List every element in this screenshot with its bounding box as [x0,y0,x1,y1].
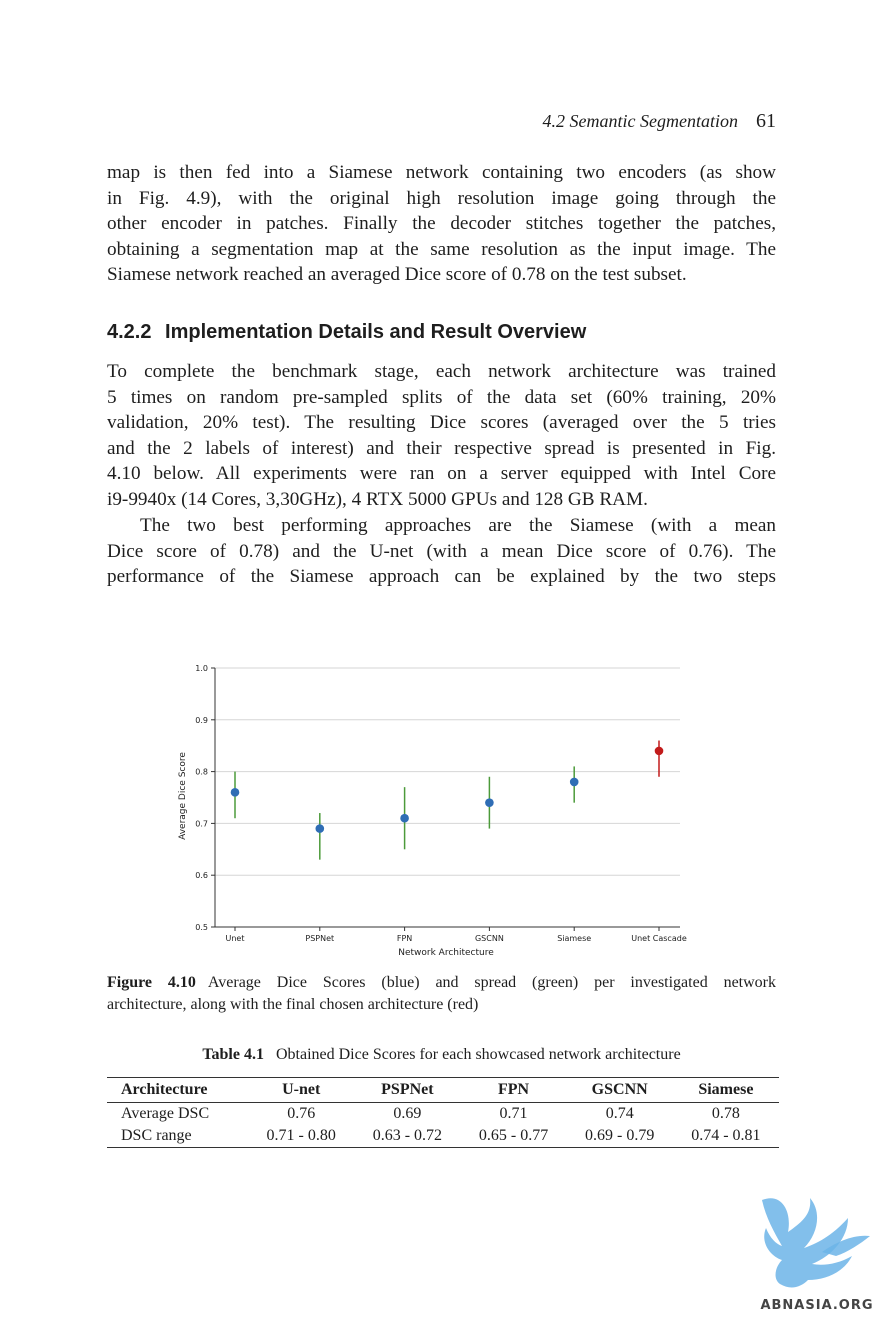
figure-caption-line: architecture, along with the final chose… [107,996,479,1013]
x-tick-label: Unet Cascade [631,934,687,943]
y-tick-label: 0.5 [195,923,208,932]
figure-chart: 0.5 0.6 0.7 0.8 0.9 1.0 Unet PSPNet FPN GSCNN Siam… [160,650,720,965]
table-caption: Table 4.1 Obtained Dice Scores for each s… [107,1044,776,1066]
paragraph-line: obtaining a segmentation map at the same… [107,238,776,260]
table-header-row: Architecture U-net PSPNet FPN GSCNN Siam… [107,1077,779,1103]
paragraph-line: map is then fed into a Siamese network c… [107,162,776,183]
mean-point [569,777,579,787]
paragraph-line: in Fig. 4.9), with the original high res… [107,187,776,209]
griffin-logo-icon: ABNASIA.ORG [760,1198,873,1313]
table-cell: 0.76 [287,1105,316,1122]
paragraph-line: and the 2 labels of interest) and their … [107,437,776,459]
section-number: 4.2.2 [107,321,152,343]
x-tick-label: FPN [397,934,412,943]
table-row: Average DSC 0.76 0.69 0.71 0.74 0.78 [107,1103,779,1126]
paragraph-line: other encoder in patches. Finally the de… [107,213,776,235]
mean-point [315,824,325,833]
paragraph-line: Dice score of 0.78) and the U-net (with … [107,540,776,562]
table-cell: 0.65 - 0.77 [460,1125,567,1148]
table-cell: 0.74 - 0.81 [672,1125,779,1148]
running-head: 4.2 Semantic Segmentation 61 [420,110,776,138]
table-header-cell: GSCNN [566,1077,673,1103]
mean-point [485,798,494,807]
section-heading: 4.2.2 Implementation Details and Result … [107,318,776,346]
paragraph-line: validation, 20% test). The resulting Dic… [107,412,776,434]
paragraph-line: 5 times on random pre-sampled splits of … [107,386,776,408]
mean-point [654,746,664,756]
watermark-text: ABNASIA.ORG [760,1298,873,1313]
table-header-cell: PSPNet [354,1077,461,1103]
dice-score-chart: 0.5 0.6 0.7 0.8 0.9 1.0 Unet PSPNet FPN GSCNN Siam… [178,664,687,958]
table-cell: DSC range [107,1125,249,1148]
table-header-cell: Architecture [107,1077,249,1103]
table-cell: 0.63 - 0.72 [354,1125,461,1148]
figure-caption: Figure 4.10 Average Dice Scores (blue) an… [107,972,776,1016]
table-cell: 0.69 [393,1105,422,1122]
paragraph-line: i9-9940x (14 Cores, 3,30GHz), 4 RTX 5000… [107,488,648,510]
figure-caption-text: Average Dice Scores (blue) and spread (g… [207,974,777,991]
mean-point [230,788,240,797]
table-caption-text: Obtained Dice Scores for each showcased … [275,1046,681,1063]
paragraph-line: The two best performing approaches are t… [140,515,776,536]
x-tick-label: GSCNN [475,934,504,943]
mean-point [400,813,409,823]
table-header-cell: Siamese [672,1077,779,1103]
y-axis-label: Average Dice Score [178,752,188,840]
x-tick-label: Unet [226,934,245,943]
y-tick-label: 0.6 [195,871,208,880]
y-tick-label: 0.8 [195,768,208,777]
paragraph-line: performance of the Siamese approach can … [107,566,776,588]
y-tick-label: 0.7 [195,819,208,828]
table-cell: 0.74 [605,1105,634,1122]
table-cell: 0.69 - 0.79 [566,1125,673,1148]
watermark: ABNASIA.ORG [752,1192,882,1314]
results-table: Architecture U-net PSPNet FPN GSCNN Siam… [107,1077,779,1148]
grid-lines [215,667,680,928]
table-cell: Average DSC [121,1105,210,1122]
x-tick-label: Siamese [557,934,591,943]
table-header-cell: FPN [460,1077,567,1103]
x-tick-label: PSPNet [305,934,334,943]
table-cell: 0.71 [499,1105,528,1122]
y-tick-label: 1.0 [195,664,208,673]
section-title: Implementation Details and Result Overvi… [165,321,587,343]
paragraph-1: map is then fed into a Siamese network c… [107,160,776,288]
paragraph-line: To complete the benchmark stage, each ne… [107,361,776,382]
figure-caption-line: Figure 4.10 Average Dice Scores (blue) an… [107,972,776,994]
table-header-cell: U-net [248,1077,355,1103]
axes: 0.5 0.6 0.7 0.8 0.9 1.0 Unet PSPNet FPN GSCNN Siam… [195,664,687,943]
y-tick-label: 0.9 [195,716,208,725]
chart-marks [230,740,664,860]
paragraph-3: The two best performing approaches are t… [107,513,776,590]
paragraph-line: 4.10 below. All experiments were ran on … [107,463,776,485]
paragraph-line: Siamese network reached an averaged Dice… [107,264,687,286]
table-cell: 0.71 - 0.80 [248,1125,355,1148]
table-row: DSC range 0.71 - 0.80 0.63 - 0.72 0.65 -… [107,1125,779,1148]
page-number: 61 [756,110,776,132]
x-axis-label: Network Architecture [398,948,494,958]
figure-label: Figure 4.10 [107,974,196,991]
table-label: Table 4.1 [202,1046,264,1063]
paragraph-2: To complete the benchmark stage, each ne… [107,359,776,513]
table-cell: 0.78 [711,1105,740,1122]
running-head-section: 4.2 Semantic Segmentation [542,111,738,131]
